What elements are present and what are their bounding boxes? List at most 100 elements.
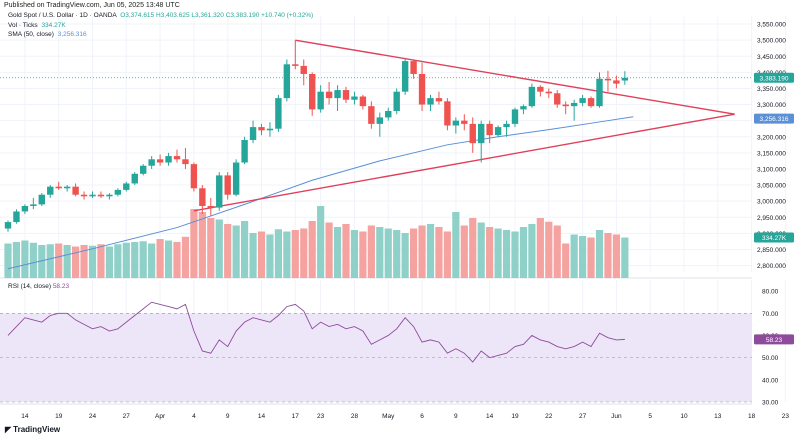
volume-bar — [224, 224, 232, 278]
candle-body — [89, 194, 96, 197]
time-tick-label: 9 — [454, 413, 458, 420]
rsi-polyline — [7, 301, 625, 363]
volume-bar — [342, 224, 350, 278]
price-tick-label: 3,200.000 — [757, 134, 786, 141]
volume-bar — [46, 244, 54, 278]
candle-body — [63, 186, 71, 189]
candle-body — [72, 186, 79, 195]
candle-body — [604, 78, 612, 81]
candle-body — [97, 194, 105, 197]
volume-bar — [139, 241, 147, 278]
candle-body — [461, 120, 468, 124]
volume-bars — [4, 206, 629, 278]
candle-body — [190, 164, 198, 189]
candle-body — [114, 189, 122, 195]
price-tick-label: 2,800.000 — [757, 263, 786, 270]
volume-bar — [207, 218, 215, 278]
candle-body — [478, 123, 485, 144]
volume-bar — [63, 245, 71, 278]
volume-bar — [553, 225, 561, 278]
candle-body — [207, 205, 214, 208]
volume-bar — [105, 246, 113, 278]
candle-body — [300, 65, 307, 74]
symbol-legend: Gold Spot / U.S. Dollar · 1D · OANDA O3,… — [8, 12, 313, 19]
volume-bar — [562, 243, 570, 278]
rsi-value: 58.23 — [52, 283, 70, 290]
price-tick-label: 3,350.000 — [757, 86, 786, 93]
rsi-tick-label: 70.00 — [762, 311, 779, 318]
rsi-legend: RSI (14, close) 58.23 — [8, 283, 69, 290]
candle-body — [131, 173, 138, 184]
volume-bar — [173, 242, 181, 278]
volume-bar — [376, 227, 384, 278]
time-axis: 14 19 24 27 Apr 4 9 14 17 23 28 May 6 9 14 19 22 27 Jun 5 10… — [21, 413, 789, 420]
volume-bar — [452, 212, 460, 278]
rsi-label: RSI (14, close) — [8, 283, 51, 290]
volume-bar — [604, 233, 612, 278]
volume-bar — [156, 239, 164, 278]
volume-bar — [4, 243, 12, 278]
candle-body — [182, 159, 189, 165]
volume-bar — [511, 231, 519, 278]
candle-body — [621, 77, 629, 81]
logo-text: TradingView — [13, 425, 61, 434]
tradingview-logo[interactable]: ◤ TradingView — [5, 425, 60, 434]
volume-bar — [190, 209, 198, 278]
candle-body — [562, 104, 569, 107]
volume-bar — [131, 242, 139, 278]
candle-body — [401, 61, 409, 92]
time-tick-label: 9 — [226, 413, 230, 420]
candle-body — [385, 110, 392, 118]
candle-body — [165, 156, 172, 163]
volume-bar — [587, 237, 595, 278]
triangle-upper-line — [295, 39, 735, 115]
time-tick-label: May — [382, 413, 395, 420]
price-tick-label: 3,450.000 — [757, 54, 786, 61]
candle-body — [232, 162, 240, 195]
candle-body — [80, 194, 88, 197]
volume-bar — [384, 228, 392, 278]
candle-body — [216, 175, 223, 208]
candle-body — [292, 64, 299, 66]
volume-bar — [477, 222, 485, 278]
time-tick-label: 14 — [486, 413, 494, 420]
time-tick-label: Jun — [611, 413, 622, 420]
time-tick-label: 14 — [258, 413, 266, 420]
volume-bar — [122, 242, 130, 278]
candle-body — [241, 139, 248, 163]
volume-bar — [367, 225, 375, 278]
sma-polyline — [7, 116, 634, 270]
volume-bar — [460, 225, 468, 278]
volume-bar — [519, 227, 528, 278]
time-tick-label: 6 — [420, 413, 424, 420]
last-price-label-bg — [754, 72, 794, 83]
candles — [4, 40, 629, 232]
volume-price-label-bg — [754, 232, 794, 243]
candle-body — [123, 183, 130, 190]
volume-bar — [283, 231, 291, 278]
triangle-lower-line — [193, 113, 735, 212]
volume-bar — [38, 245, 46, 278]
volume-bar — [274, 229, 282, 278]
candle-body — [283, 64, 291, 99]
volume-bar — [181, 236, 190, 278]
volume-bar — [257, 231, 266, 278]
volume-bar — [579, 236, 587, 278]
candle-body — [258, 127, 265, 131]
volume-bar — [401, 233, 409, 278]
volume-bar — [595, 230, 604, 278]
candle-body — [334, 90, 341, 99]
candle-body — [224, 175, 231, 195]
candle-body — [317, 91, 324, 110]
price-tick-label: 3,100.000 — [757, 166, 786, 173]
volume-bar — [164, 240, 173, 278]
candle-body — [520, 106, 527, 110]
volume-bar — [72, 246, 80, 278]
time-tick-label: 28 — [351, 413, 359, 420]
price-tick-label: 2,850.000 — [757, 247, 786, 254]
candle-body — [528, 86, 536, 107]
candle-body — [376, 117, 383, 124]
volume-bar — [612, 234, 620, 278]
candle-body — [21, 205, 29, 212]
